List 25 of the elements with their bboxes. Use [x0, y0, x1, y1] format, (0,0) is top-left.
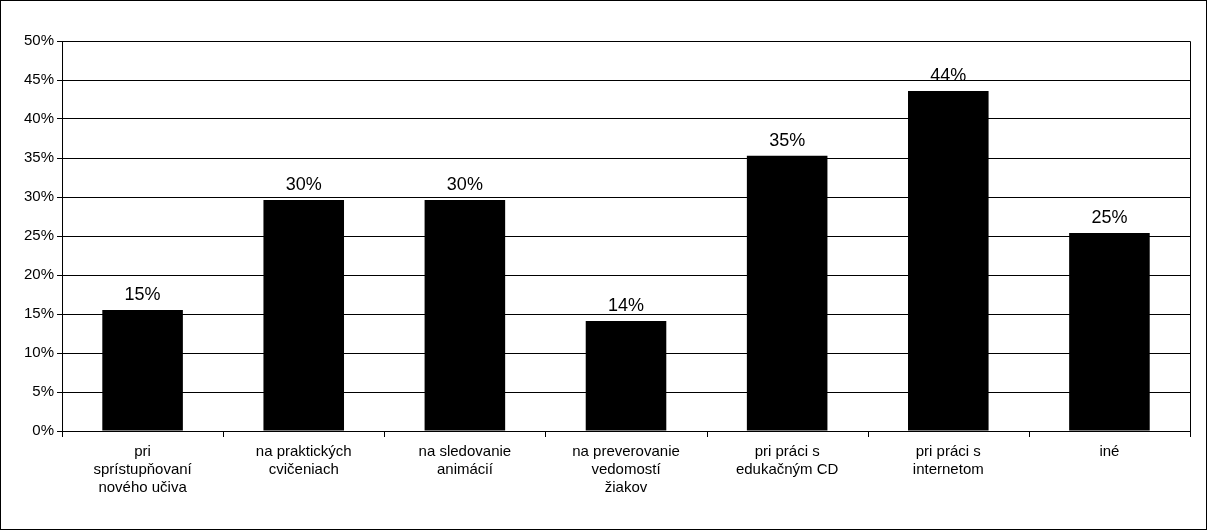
data-label: 30% — [446, 174, 483, 195]
y-tick-label: 50% — [23, 31, 55, 49]
y-tick-label: 25% — [23, 226, 55, 244]
y-tick-label: 30% — [23, 187, 55, 205]
x-tick-label: na sledovanie animácií — [418, 442, 512, 478]
data-label: 30% — [285, 174, 322, 195]
y-tick-label: 40% — [23, 109, 55, 127]
data-label: 44% — [930, 64, 967, 85]
x-tick-label: na preverovanie vedomostí žiakov — [572, 442, 680, 496]
y-tick-label: 0% — [32, 421, 55, 439]
x-tick-label: pri sprístupňovaní nového učiva — [93, 442, 193, 496]
x-tick-label: pri práci s internetom — [912, 442, 984, 478]
y-tick-label: 35% — [23, 148, 55, 166]
data-label: 14% — [608, 294, 645, 315]
data-label: 25% — [1091, 206, 1128, 227]
y-tick-label: 15% — [23, 304, 55, 322]
data-label: 15% — [124, 284, 161, 305]
y-tick-label: 45% — [23, 70, 55, 88]
x-tick-label: na praktických cvičeniach — [255, 442, 352, 478]
y-tick-label: 5% — [32, 382, 55, 400]
x-tick-label: pri práci s edukačným CD — [735, 442, 839, 478]
x-tick-label: iné — [1099, 442, 1120, 460]
y-tick-label: 10% — [23, 343, 55, 361]
data-label: 35% — [769, 129, 806, 150]
y-tick-label: 20% — [23, 265, 55, 283]
